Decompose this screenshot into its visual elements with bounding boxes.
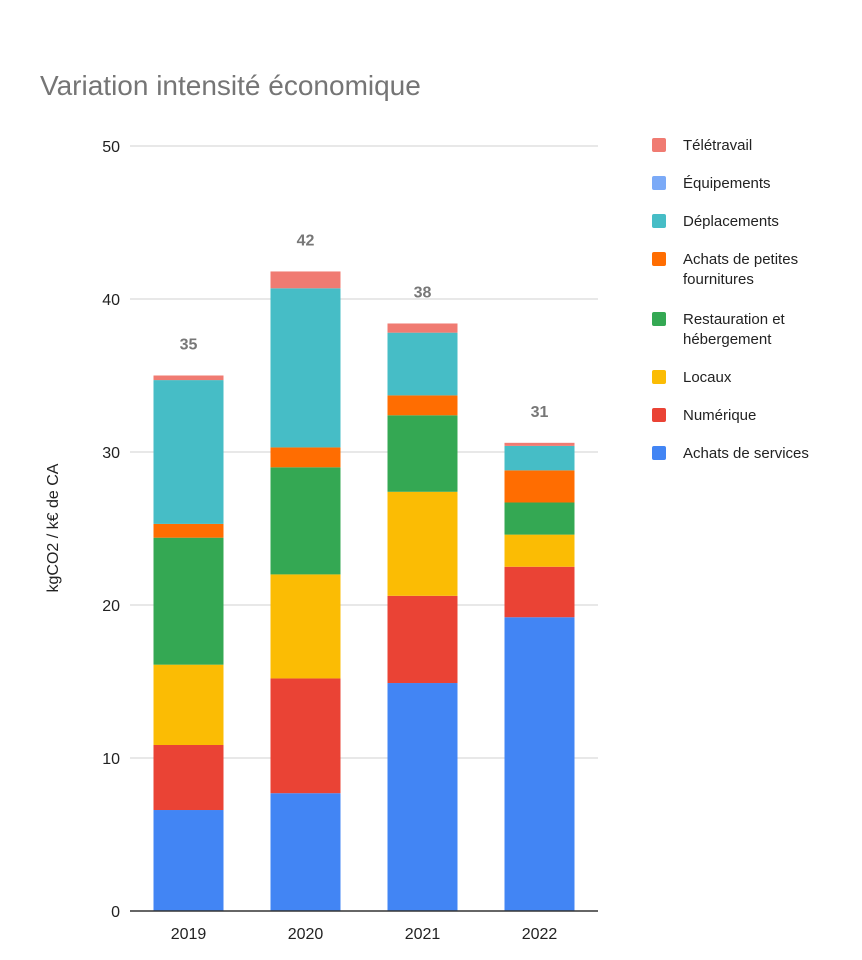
bar-segment [504, 502, 575, 535]
legend-label: Télétravail [683, 137, 753, 154]
legend-swatch [652, 408, 666, 422]
legend-item: Restauration et hébergement [652, 310, 833, 350]
bar-segment [153, 664, 224, 745]
legend-swatch [652, 312, 666, 326]
chart-title: Variation intensité économique [40, 70, 421, 101]
bar-segment [504, 566, 575, 618]
legend-label: Déplacements [683, 213, 779, 230]
legend-item: Achats de services [652, 444, 833, 464]
bar-segment [153, 375, 224, 381]
legend-swatch [652, 370, 666, 384]
y-tick-label: 10 [102, 751, 120, 768]
legend-item: Locaux [652, 368, 833, 388]
legend-item: Équipements [652, 174, 833, 194]
bar-segment [387, 415, 458, 492]
bar-segment [270, 447, 341, 468]
bar-segment [153, 380, 224, 524]
bar-segment [270, 793, 341, 911]
y-tick-label: 0 [111, 904, 120, 921]
bar-segment [270, 678, 341, 794]
y-tick-label: 30 [102, 445, 120, 462]
bar-segment [270, 271, 341, 289]
legend-item: Achats de petites fournitures [652, 250, 833, 290]
y-tick-label: 50 [102, 139, 120, 156]
bar-segment [387, 395, 458, 416]
x-tick-label: 2019 [171, 926, 207, 943]
bar-segment [153, 810, 224, 911]
bar-segment [387, 595, 458, 684]
legend-item: Déplacements [652, 212, 833, 232]
legend-label: Locaux [683, 369, 732, 386]
bar-segment [153, 744, 224, 811]
bar-segment [387, 332, 458, 396]
bar-segment [387, 323, 458, 333]
y-tick-label: 20 [102, 598, 120, 615]
bar-segment [504, 442, 575, 446]
bar-segment [153, 537, 224, 665]
bar-segment [504, 534, 575, 567]
bar-segment [387, 683, 458, 911]
total-label: 38 [414, 284, 432, 301]
legend-swatch [652, 176, 666, 190]
bar-segment [504, 470, 575, 503]
legend-label: Numérique [683, 407, 757, 424]
bar-segment [270, 574, 341, 679]
total-label: 42 [297, 232, 315, 249]
legend-swatch [652, 252, 666, 266]
bar-segment [504, 617, 575, 911]
bar-segment [270, 288, 341, 448]
x-tick-label: 2021 [405, 926, 441, 943]
legend-swatch [652, 138, 666, 152]
bar-segment [504, 445, 575, 471]
x-tick-label: 2020 [288, 926, 324, 943]
legend-item: Télétravail [652, 136, 833, 156]
legend-swatch [652, 446, 666, 460]
bar-segment [270, 467, 341, 575]
legend-label: Achats de petites fournitures [683, 251, 799, 288]
legend-item: Numérique [652, 406, 833, 426]
legend-label: Équipements [683, 175, 771, 192]
bar-segment [153, 523, 224, 538]
legend-swatch [652, 214, 666, 228]
bar-segment [387, 491, 458, 596]
x-tick-label: 2022 [522, 926, 558, 943]
total-label: 35 [180, 337, 198, 354]
legend-label: Restauration et hébergement [683, 311, 785, 348]
legend-label: Achats de services [683, 445, 809, 462]
y-tick-label: 40 [102, 292, 120, 309]
total-label: 31 [531, 404, 549, 421]
